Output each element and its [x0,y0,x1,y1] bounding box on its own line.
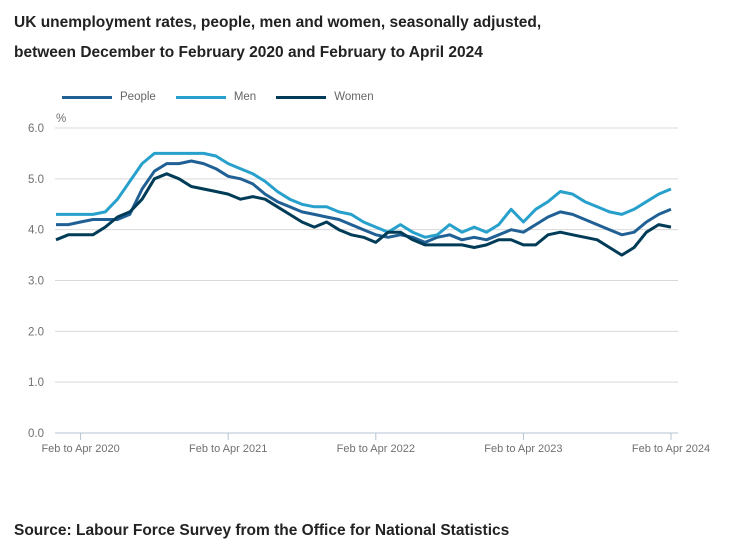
y-axis-label: 2.0 [28,326,44,338]
legend-swatch-people [62,96,112,100]
y-axis-label: 4.0 [28,225,44,237]
y-axis-label: 3.0 [28,276,44,288]
legend-item-women: Women [276,91,374,104]
legend-item-men: Men [175,91,257,104]
y-axis-label: 1.0 [28,377,44,389]
source-note: Source: Labour Force Survey from the Off… [14,522,510,539]
legend-label-men: Men [233,91,257,103]
y-axis-unit-label: % [56,113,66,125]
legend: People Men Women [62,91,394,104]
series-line-people [56,159,672,244]
chart-title: UK unemployment rates, people, men and w… [14,15,541,60]
x-axis-label: Feb to Apr 2024 [632,443,710,455]
legend-swatch-men [175,96,226,100]
x-axis-label: Feb to Apr 2021 [189,443,267,455]
series-line-women [55,172,672,257]
y-axis-label: 0.0 [28,428,44,440]
x-axis-label: Feb to Apr 2022 [337,443,415,455]
x-axis-label: Feb to Apr 2023 [484,443,562,455]
chart-title-line1: UK unemployment rates, people, men and w… [14,14,542,31]
legend-item-people: People [62,91,156,104]
x-axis-label: Feb to Apr 2020 [41,443,119,455]
legend-swatch-women [276,96,327,100]
y-axis-label: 6.0 [28,123,44,135]
legend-label-people: People [120,91,156,103]
chart-title-line2: between December to February 2020 and Fe… [14,43,483,61]
series-line-men [56,151,672,239]
y-axis-label: 5.0 [28,174,44,186]
legend-label-women: Women [334,91,374,103]
